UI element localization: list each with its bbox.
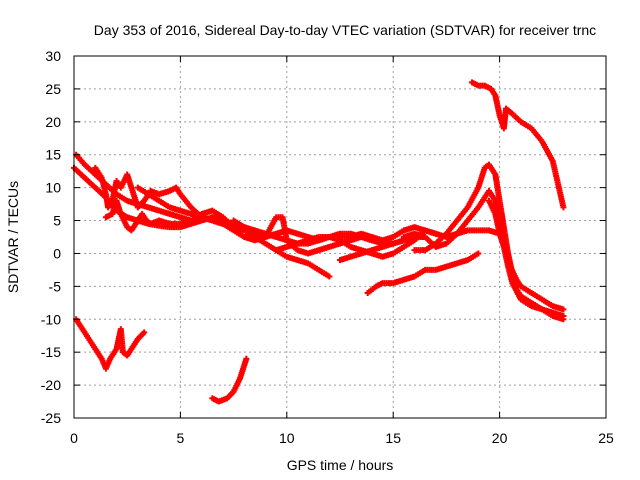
x-tick-label: 20	[492, 430, 508, 446]
series-track-8	[273, 227, 503, 260]
grid	[74, 56, 606, 418]
data-point	[326, 273, 333, 280]
axis-ticks: 0 5 10 15 20 25 -25 -20 -15 -10 -5 0 5 10 15 20 25 30	[41, 48, 614, 446]
chart-title: Day 353 of 2016, Sidereal Day-to-day VTE…	[94, 22, 596, 38]
series-track-14	[468, 79, 567, 211]
plot-frame	[73, 55, 607, 419]
y-tick-label: -25	[41, 410, 61, 426]
y-axis-label: SDTVAR / TECUs	[5, 181, 21, 293]
y-tick-label: -15	[41, 344, 61, 360]
data-point	[560, 312, 567, 319]
x-axis-label: GPS time / hours	[287, 457, 394, 473]
data-point	[560, 306, 567, 313]
y-tick-label: 15	[45, 147, 61, 163]
data-series	[71, 79, 567, 405]
y-tick-label: -10	[41, 311, 61, 327]
y-tick-label: 5	[53, 213, 61, 229]
data-point	[475, 250, 482, 257]
y-tick-label: 10	[45, 180, 61, 196]
x-tick-label: 15	[385, 430, 401, 446]
series-track-10	[364, 250, 482, 296]
data-point	[243, 355, 250, 362]
series-track-15	[73, 316, 148, 372]
y-tick-label: 0	[53, 245, 61, 261]
data-point	[560, 204, 567, 211]
data-point	[368, 237, 375, 244]
y-tick-label: 20	[45, 114, 61, 130]
series-track-16	[209, 355, 250, 405]
series-track-9	[337, 237, 407, 264]
x-tick-label: 10	[279, 430, 295, 446]
y-tick-label: 25	[45, 81, 61, 97]
y-tick-label: -20	[41, 377, 61, 393]
series-track-13	[485, 197, 567, 319]
data-point	[141, 329, 148, 336]
x-tick-label: 0	[70, 430, 78, 446]
y-tick-label: 30	[45, 48, 61, 64]
y-tick-label: -5	[49, 278, 62, 294]
x-tick-label: 25	[598, 430, 614, 446]
x-tick-label: 5	[177, 430, 185, 446]
